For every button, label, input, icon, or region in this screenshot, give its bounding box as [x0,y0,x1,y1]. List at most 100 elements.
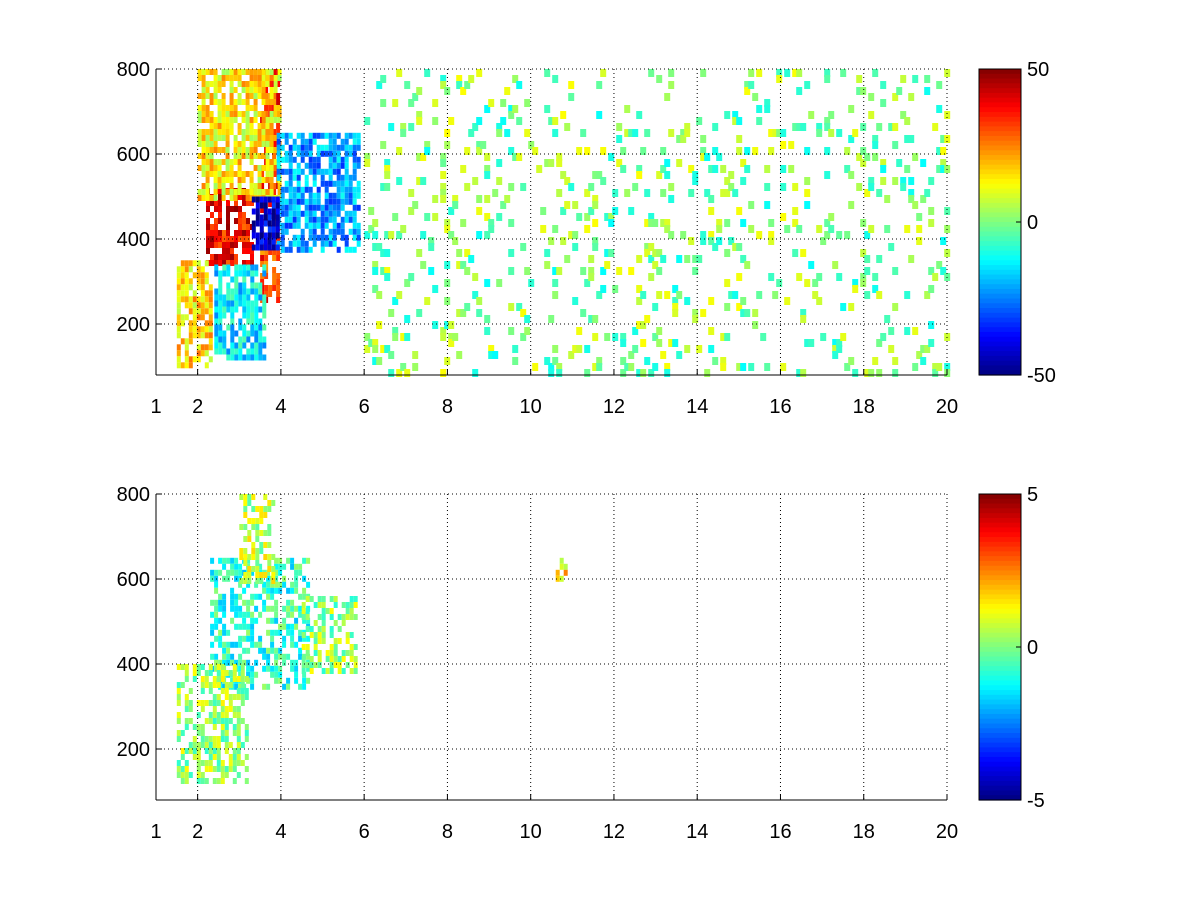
heatmap-cell [896,87,903,95]
heatmap-cell [278,623,283,630]
heatmap-cell [232,778,237,784]
heatmap-cell [201,105,206,111]
heatmap-cell [764,105,771,113]
heatmap-cell [176,350,181,357]
heatmap-cell [780,141,787,149]
heatmap-cell [298,593,303,600]
heatmap-cell [333,650,338,656]
heatmap-cell [304,144,309,151]
heatmap-cell [226,647,231,654]
heatmap-cell [241,135,246,141]
colorbar-swatch [979,718,1021,725]
heatmap-cell [440,153,447,161]
heatmap-cell [261,123,266,129]
x-tick-label: 1 [150,821,161,843]
heatmap-cell [396,177,403,185]
heatmap-cell [332,210,337,217]
heatmap-cell [396,291,403,299]
heatmap-cell [264,93,269,99]
heatmap-cell [792,183,799,191]
heatmap-cell [260,279,265,285]
colorbar-swatch [979,346,1021,352]
heatmap-cell [329,644,334,650]
heatmap-cell [274,629,279,636]
heatmap-cell [264,249,269,255]
heatmap-cell [804,339,811,347]
heatmap-cell [500,99,507,107]
heatmap-cell [556,369,563,377]
heatmap-cell [214,611,219,618]
heatmap-cell [856,75,863,83]
heatmap-cell [277,111,282,117]
heatmap-cell [512,345,519,353]
colorbar-swatch [979,260,1021,266]
heatmap-cell [308,216,313,223]
heatmap-cell [265,141,270,147]
heatmap-cell [229,75,234,81]
heatmap-cell [432,285,439,293]
heatmap-cell [868,225,875,233]
heatmap-cell [294,617,299,624]
heatmap-cell [508,111,515,119]
heatmap-cell [292,198,297,205]
heatmap-cell [380,345,387,353]
heatmap-cell [748,363,755,371]
heatmap-cell [308,198,313,205]
heatmap-cell [192,736,197,742]
heatmap-cell [804,147,811,155]
heatmap-cell [290,629,295,636]
heatmap-cell [400,123,407,131]
heatmap-cell [212,706,217,712]
heatmap-cell [676,135,683,143]
heatmap-cell [251,220,256,227]
heatmap-cell [484,105,491,113]
heatmap-cell [217,123,222,129]
heatmap-cell [208,754,213,760]
heatmap-cell [250,623,255,630]
heatmap-cell [353,644,358,650]
heatmap-cell [624,129,631,137]
heatmap-cell [309,596,314,602]
heatmap-cell [233,75,238,81]
heatmap-cell [724,279,731,287]
heatmap-cell [316,186,321,193]
heatmap-cell [290,623,295,630]
heatmap-cell [267,196,272,203]
heatmap-cell [250,264,255,271]
heatmap-cell [226,306,231,313]
heatmap-cell [241,129,246,135]
heatmap-cell [286,683,291,690]
heatmap-cell [272,99,277,105]
heatmap-cell [349,650,354,656]
heatmap-cell [226,653,231,660]
heatmap-cell [242,200,246,206]
heatmap-cell [816,123,823,131]
heatmap-cell [250,312,255,319]
heatmap-cell [300,234,305,241]
heatmap-cell [188,772,193,778]
heatmap-cell [216,760,221,766]
heatmap-cell [261,177,266,183]
heatmap-cell [220,760,225,766]
heatmap-cell [238,212,242,218]
heatmap-cell [740,309,747,317]
heatmap-cell [316,222,321,229]
heatmap-cell [247,572,252,578]
heatmap-cell [460,219,467,227]
heatmap-cell [201,159,206,165]
heatmap-cell [230,260,234,266]
heatmap-cell [836,273,843,281]
heatmap-cell [292,216,297,223]
heatmap-cell [508,267,515,275]
heatmap-cell [234,611,239,618]
colorbar-swatch [979,680,1021,686]
heatmap-cell [860,123,867,131]
colorbar-swatch [979,217,1021,223]
heatmap-cell [736,243,743,251]
heatmap-cell [259,214,264,221]
heatmap-cell [284,204,289,211]
heatmap-cell [740,255,747,263]
heatmap-cell [222,294,227,301]
heatmap-cell [221,195,226,201]
heatmap-cell [201,117,206,123]
